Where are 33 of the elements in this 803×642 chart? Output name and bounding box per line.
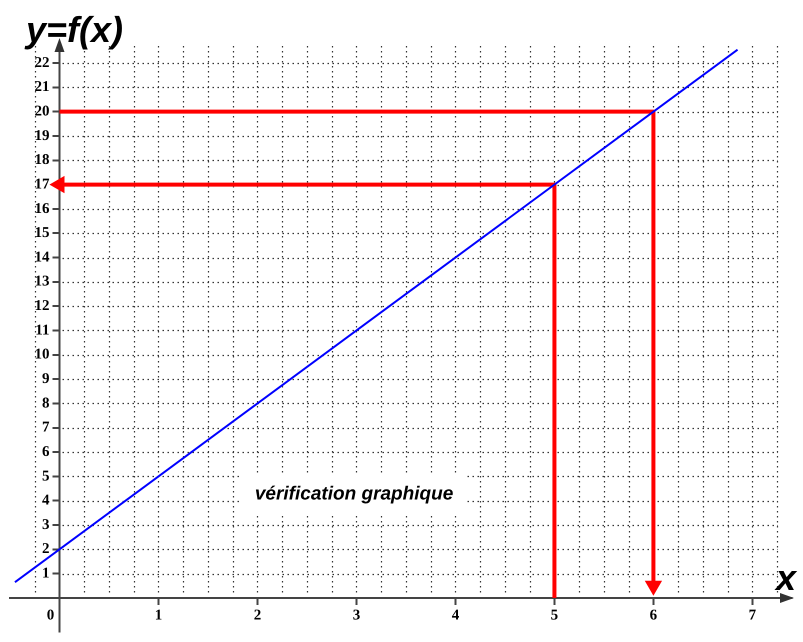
- y-tick-label: 21: [34, 79, 50, 96]
- x-tick-label: 5: [550, 607, 558, 624]
- y-tick-label: 8: [42, 395, 50, 412]
- y-tick-label: 2: [42, 541, 50, 558]
- y-tick-label: 11: [35, 322, 50, 338]
- y-tick-label: 9: [42, 370, 50, 387]
- x-tick-label: 4: [452, 607, 460, 624]
- y-tick-label: 10: [34, 346, 50, 363]
- y-tick-label: 5: [42, 468, 50, 484]
- y-tick-label: 13: [34, 274, 50, 290]
- x-tick-label: 0: [46, 607, 54, 624]
- y-axis-title: y=f(x): [24, 9, 124, 50]
- y-tick-label: 16: [34, 200, 50, 217]
- y-tick-label: 6: [42, 444, 50, 460]
- x-tick-label: 7: [748, 607, 757, 624]
- y-tick-label: 4: [42, 492, 50, 509]
- y-tick-label: 19: [34, 128, 50, 144]
- x-tick-label: 1: [154, 607, 162, 624]
- y-tick-label: 1: [42, 566, 50, 582]
- y-tick-label: 22: [34, 54, 50, 71]
- y-tick-label: 15: [34, 225, 50, 242]
- y-tick-label: 12: [34, 298, 50, 314]
- y-tick-label: 14: [34, 249, 50, 266]
- y-tick-label: 20: [34, 104, 50, 120]
- y-tick-label: 18: [34, 152, 50, 168]
- x-axis-title: x: [774, 556, 798, 598]
- annotation: vérification graphique: [254, 484, 454, 505]
- y-tick-label: 7: [42, 420, 50, 436]
- y-tick-label: 3: [42, 516, 50, 533]
- y-tick-label: 17: [34, 176, 50, 192]
- x-tick-label: 3: [352, 607, 360, 624]
- x-tick-label: 2: [254, 607, 262, 624]
- x-tick-label: 6: [650, 607, 658, 624]
